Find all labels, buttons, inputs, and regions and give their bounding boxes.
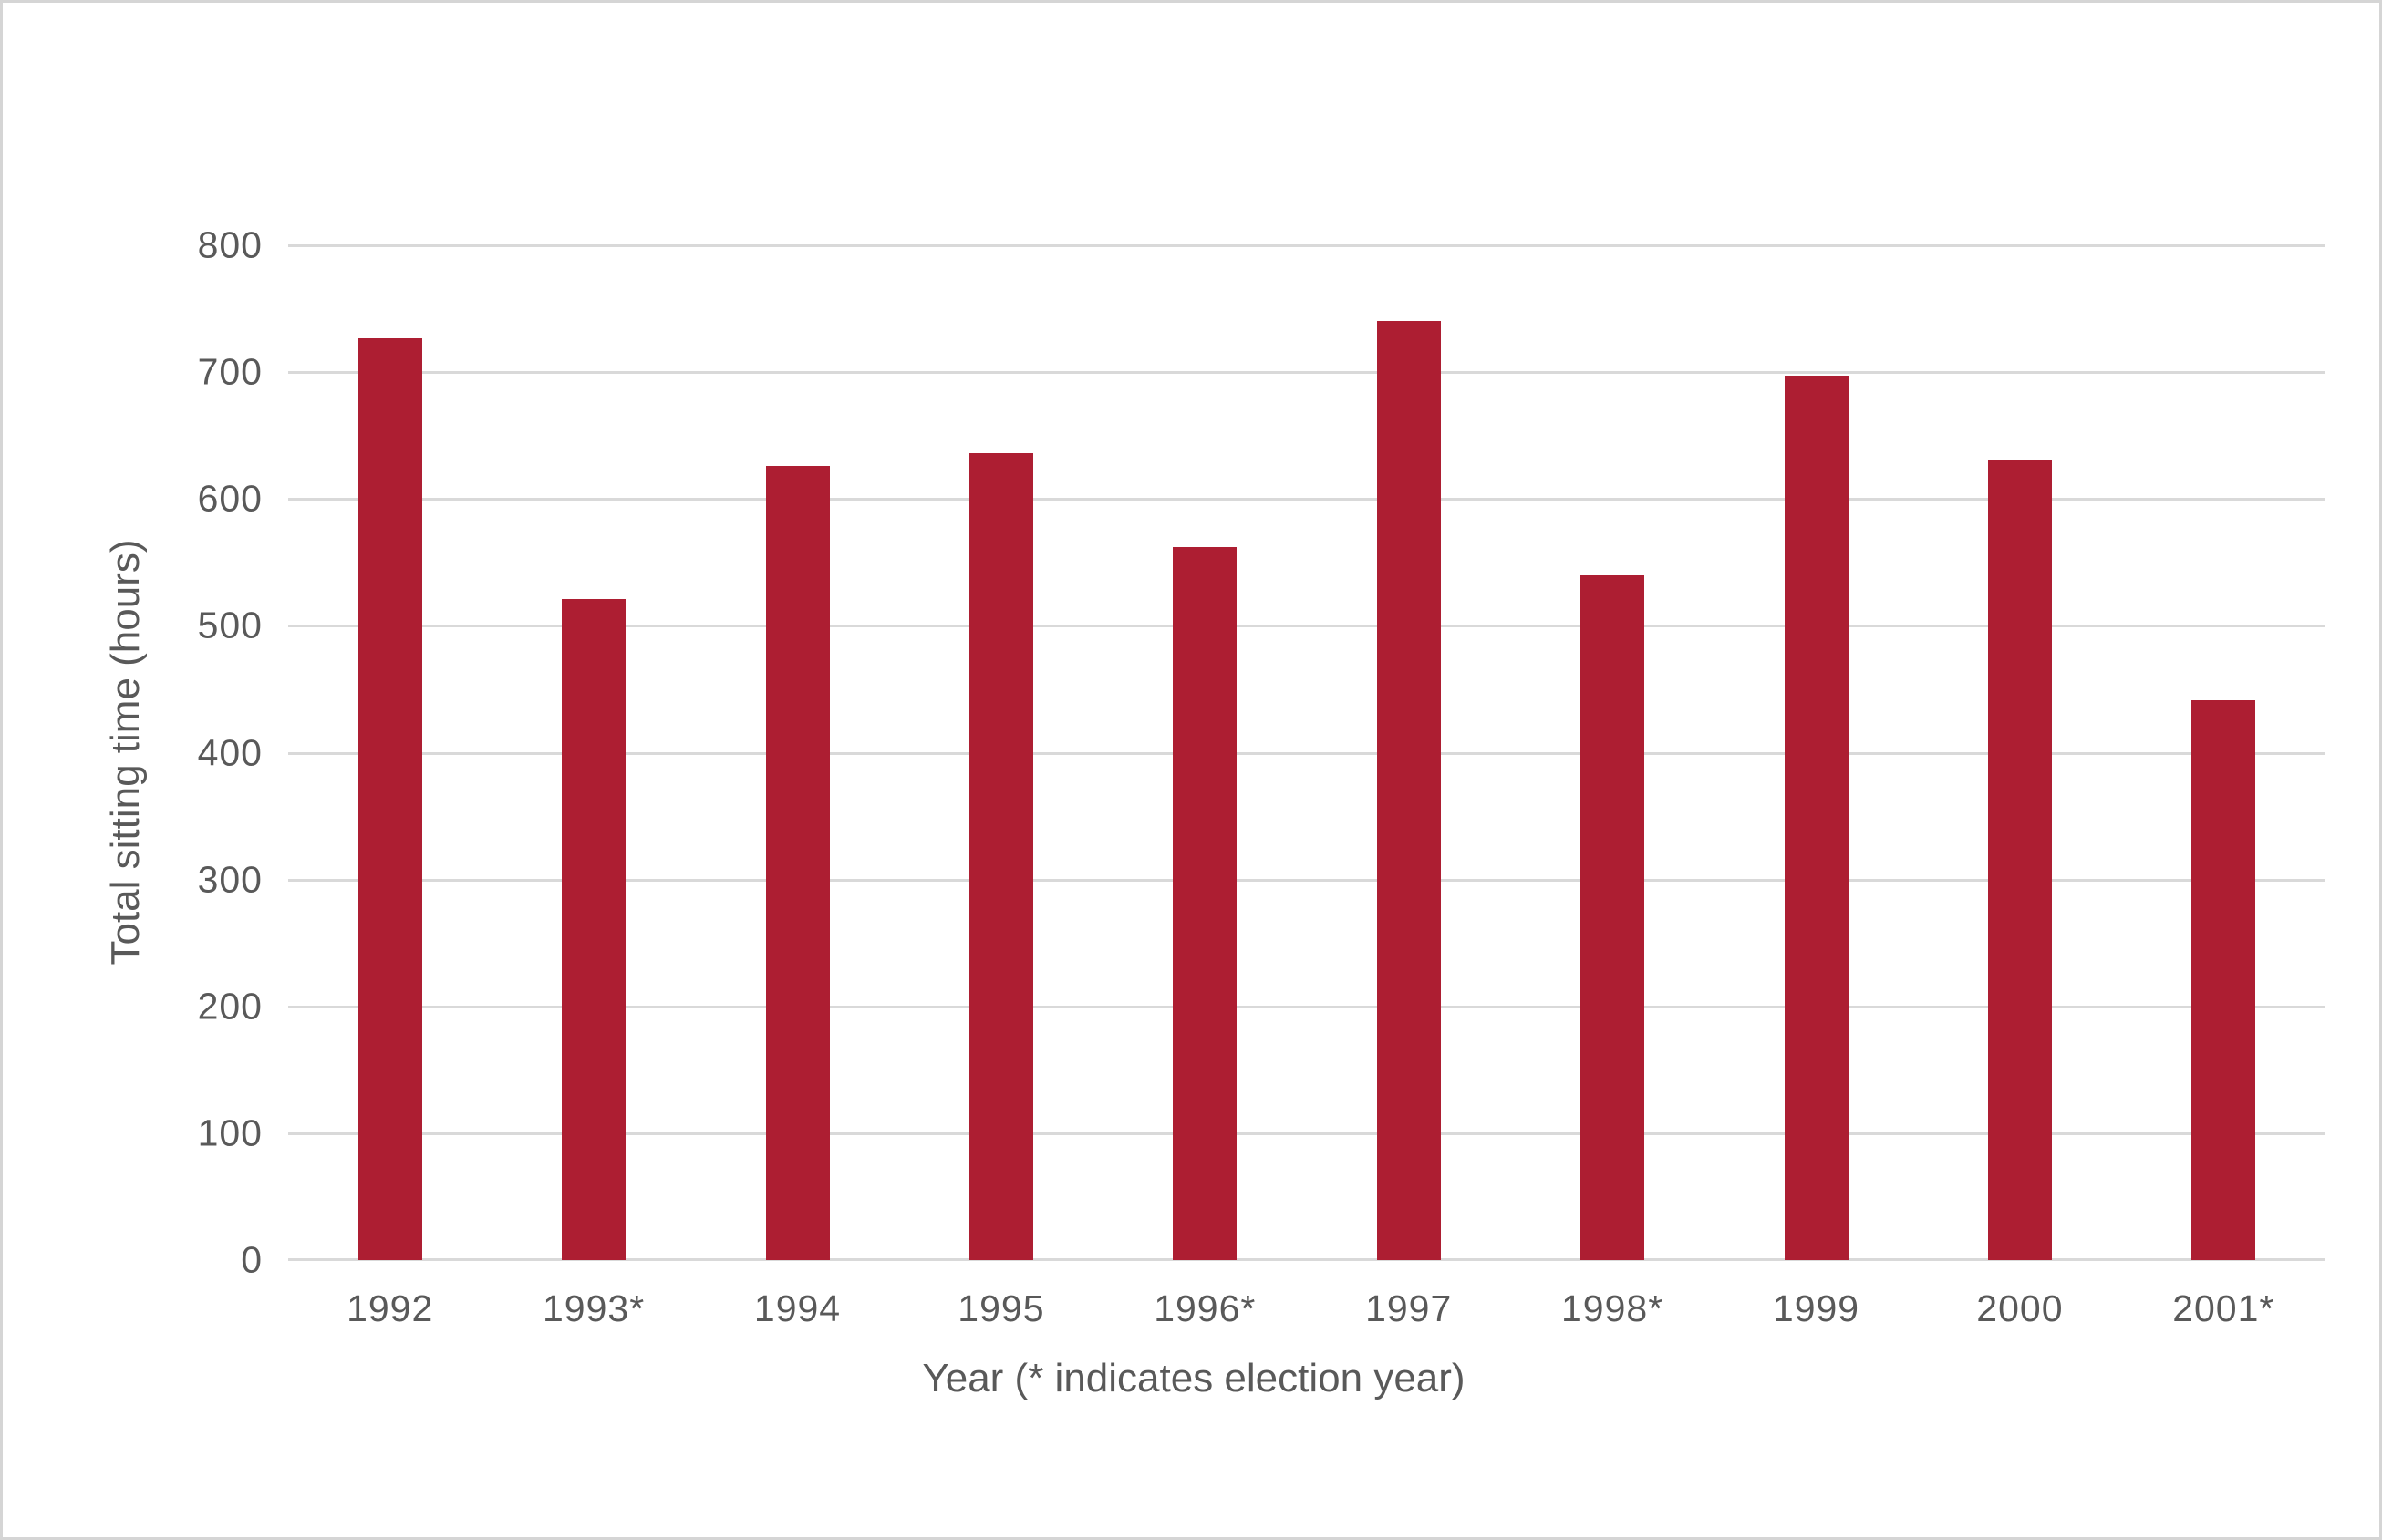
- y-tick-label-100: 100: [197, 1111, 263, 1154]
- bar-1994: [765, 466, 830, 1260]
- bar-1996-election: [1173, 547, 1238, 1260]
- y-tick-label-300: 300: [197, 858, 263, 901]
- bar-1999: [1784, 376, 1849, 1260]
- y-tick-label-200: 200: [197, 985, 263, 1028]
- bar-1992: [357, 337, 422, 1260]
- gridline-800: [288, 244, 2325, 247]
- gridline-300: [288, 878, 2325, 882]
- y-tick-label-0: 0: [241, 1238, 263, 1281]
- x-axis-title: Year (* indicates election year): [922, 1356, 1465, 1400]
- x-category-label-1996-election: 1996*: [1154, 1287, 1257, 1329]
- bar-1998-election: [1580, 574, 1645, 1260]
- gridline-200: [288, 1005, 2325, 1008]
- bar-1997: [1376, 321, 1441, 1260]
- x-category-label-1998-election: 1998*: [1561, 1287, 1664, 1329]
- bar-2001-election: [2191, 700, 2256, 1260]
- x-category-label-2001-election: 2001*: [2172, 1287, 2275, 1329]
- bar-1993-election: [562, 599, 627, 1260]
- x-category-label-2000: 2000: [1976, 1287, 2064, 1329]
- bar-2000: [1987, 460, 2052, 1260]
- x-category-label-1992: 1992: [347, 1287, 434, 1329]
- x-category-label-1997: 1997: [1365, 1287, 1453, 1329]
- x-category-label-1995: 1995: [958, 1287, 1045, 1329]
- x-category-label-1999: 1999: [1772, 1287, 1860, 1329]
- x-category-label-1993-election: 1993*: [543, 1287, 646, 1329]
- y-tick-label-400: 400: [197, 731, 263, 773]
- y-tick-label-600: 600: [197, 477, 263, 520]
- x-category-label-1994: 1994: [753, 1287, 842, 1329]
- gridline-700: [288, 371, 2325, 375]
- x-axis-line: [288, 1258, 2325, 1261]
- y-tick-label-700: 700: [197, 350, 263, 393]
- plot-area: [288, 244, 2325, 1261]
- gridline-500: [288, 625, 2325, 628]
- gridline-100: [288, 1132, 2325, 1135]
- bar-1995: [968, 453, 1033, 1260]
- y-tick-label-500: 500: [197, 604, 263, 646]
- y-tick-label-800: 800: [197, 223, 263, 266]
- gridline-400: [288, 751, 2325, 755]
- gridline-600: [288, 498, 2325, 501]
